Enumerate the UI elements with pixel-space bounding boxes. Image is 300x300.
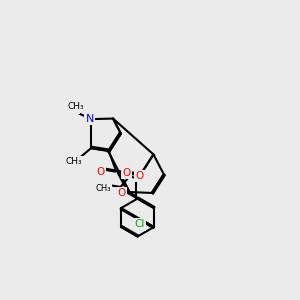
Text: N: N (70, 103, 79, 113)
Text: CH₃: CH₃ (68, 102, 84, 111)
Text: O: O (122, 168, 131, 178)
Text: O: O (96, 167, 104, 177)
Text: O: O (135, 171, 144, 181)
Text: O: O (117, 188, 125, 198)
Text: CH₃: CH₃ (95, 184, 111, 193)
Text: CH₃: CH₃ (66, 157, 83, 166)
Text: Cl: Cl (134, 219, 144, 229)
Text: N: N (85, 113, 94, 124)
